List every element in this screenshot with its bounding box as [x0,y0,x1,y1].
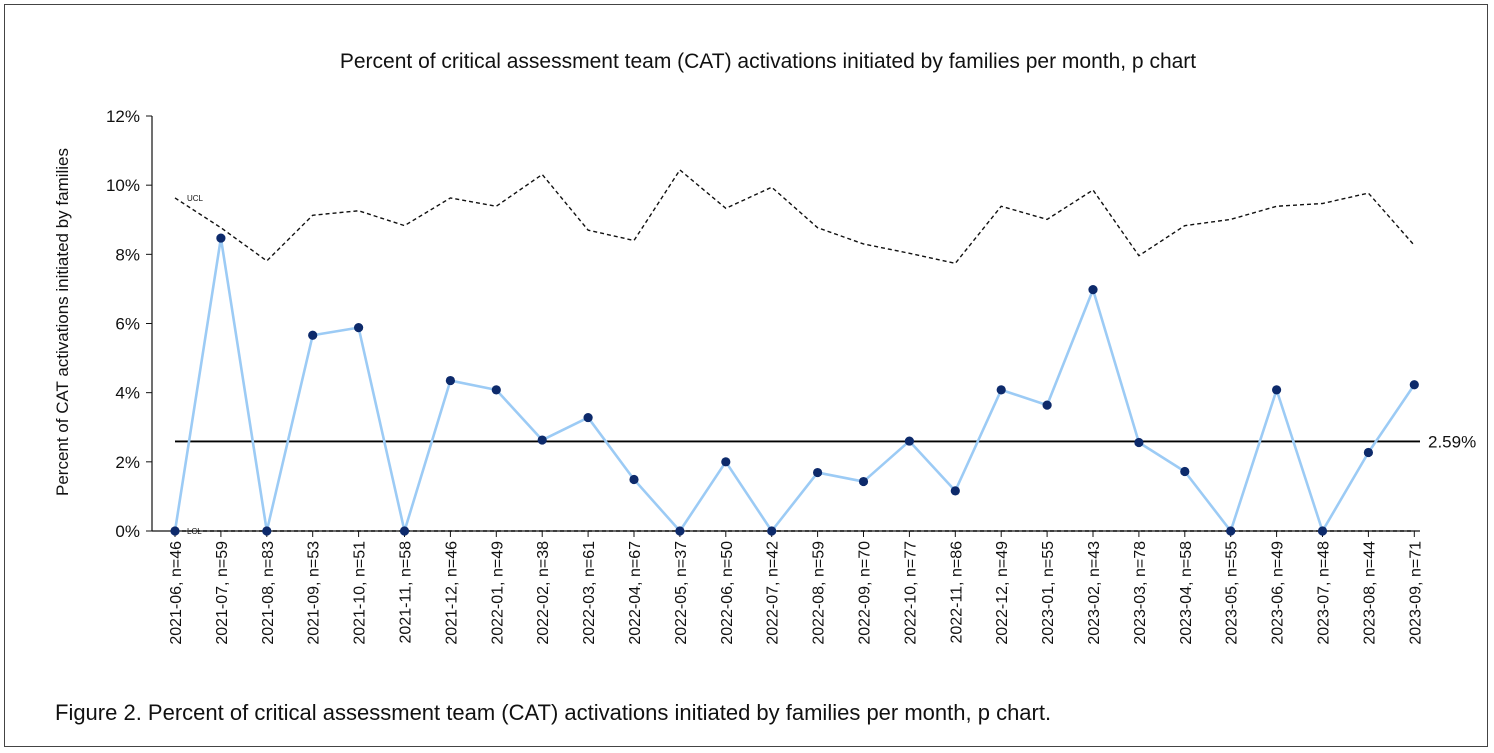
x-tick-label: 2022-02, n=38 [535,541,552,645]
x-tick-label: 2022-06, n=50 [719,541,736,645]
x-tick-label: 2023-05, n=55 [1224,541,1241,645]
data-point [399,526,410,536]
data-point [629,474,639,485]
x-tick-label: 2023-06, n=49 [1270,541,1287,645]
x-tick-label: 2021-10, n=51 [352,541,369,645]
center-line-label: 2.59% [1428,432,1476,451]
x-tick-label: 2022-03, n=61 [581,541,598,645]
y-axis-label: Percent of CAT activations initiated by … [53,148,72,496]
data-series [170,233,1419,536]
axes [151,116,1420,532]
data-point [813,467,823,478]
data-point [583,412,593,423]
x-tick-label: 2022-08, n=59 [811,541,828,645]
center-line-group: 2.59% [175,432,1476,451]
x-tick-label: 2023-09, n=71 [1407,541,1424,645]
data-point [950,486,960,496]
x-tick-label: 2022-04, n=67 [627,541,644,645]
y-tick-label: 8% [115,245,140,264]
chart-title: Percent of critical assessment team (CAT… [340,50,1196,73]
x-tick-label: 2022-11, n=86 [948,541,965,644]
y-tick-label: 10% [106,176,140,195]
x-tick-label: 2021-12, n=46 [443,541,460,645]
x-tick-label: 2023-04, n=58 [1178,541,1195,645]
y-tick-label: 4% [115,384,140,403]
data-point [1409,380,1419,390]
x-tick-label: 2022-07, n=42 [765,541,782,645]
x-tick-label: 2022-12, n=49 [994,541,1011,645]
data-point [537,435,547,445]
data-point [491,385,501,395]
data-point [1042,400,1052,410]
x-tick-label: 2022-09, n=70 [857,541,874,645]
x-tick-label: 2022-10, n=77 [902,541,919,645]
data-point [721,457,731,467]
data-point [354,323,364,333]
x-ticks: 2021-06, n=46 2021-07, n=59 2021-08, n=83 2… [168,531,1424,645]
data-point [1317,526,1328,536]
data-point [904,436,915,446]
data-point [262,526,272,536]
y-tick-label: 12% [106,107,140,126]
x-tick-label: 2022-05, n=37 [673,541,690,645]
data-point [767,526,777,536]
data-point [675,526,685,536]
p-chart: Percent of critical assessment team (CAT… [53,50,1476,645]
x-tick-label: 2021-07, n=59 [214,541,231,645]
data-point [170,526,180,536]
x-tick-label: 2021-09, n=53 [306,541,323,645]
x-tick-label: 2021-06, n=46 [168,541,185,645]
data-point [216,233,226,243]
data-point [445,375,455,386]
x-tick-label: 2022-01, n=49 [489,541,506,645]
x-tick-label: 2021-08, n=83 [260,541,277,645]
x-tick-label: 2023-01, n=55 [1040,541,1057,645]
y-tick-label: 2% [115,453,140,472]
data-point [996,385,1006,395]
proportion-line [173,236,1416,533]
y-tick-label: 0% [115,522,140,541]
ucl-line [174,168,1415,265]
x-tick-label: 2023-03, n=78 [1132,541,1149,645]
lcl-label: LCL [187,527,202,536]
ucl-label: UCL [187,194,204,203]
data-point [1272,385,1282,395]
figure-caption: Figure 2. Percent of critical assessment… [55,700,1052,725]
data-point [1226,526,1236,536]
data-point [1363,447,1373,458]
data-point [308,330,318,340]
data-point [1134,437,1144,448]
y-ticks: 0% 2% 4% 6% 8% 10% 12% [106,107,152,541]
x-tick-label: 2023-07, n=48 [1316,541,1333,645]
x-tick-label: 2023-02, n=43 [1086,541,1103,645]
y-tick-label: 6% [115,315,140,334]
data-point [858,476,869,487]
data-point [1088,285,1098,295]
x-tick-label: 2021-11, n=58 [398,541,415,644]
data-point [1180,466,1190,477]
figure-frame [4,4,1488,747]
control-limits: UCL LCL [174,168,1415,536]
x-tick-label: 2023-08, n=44 [1361,541,1378,645]
